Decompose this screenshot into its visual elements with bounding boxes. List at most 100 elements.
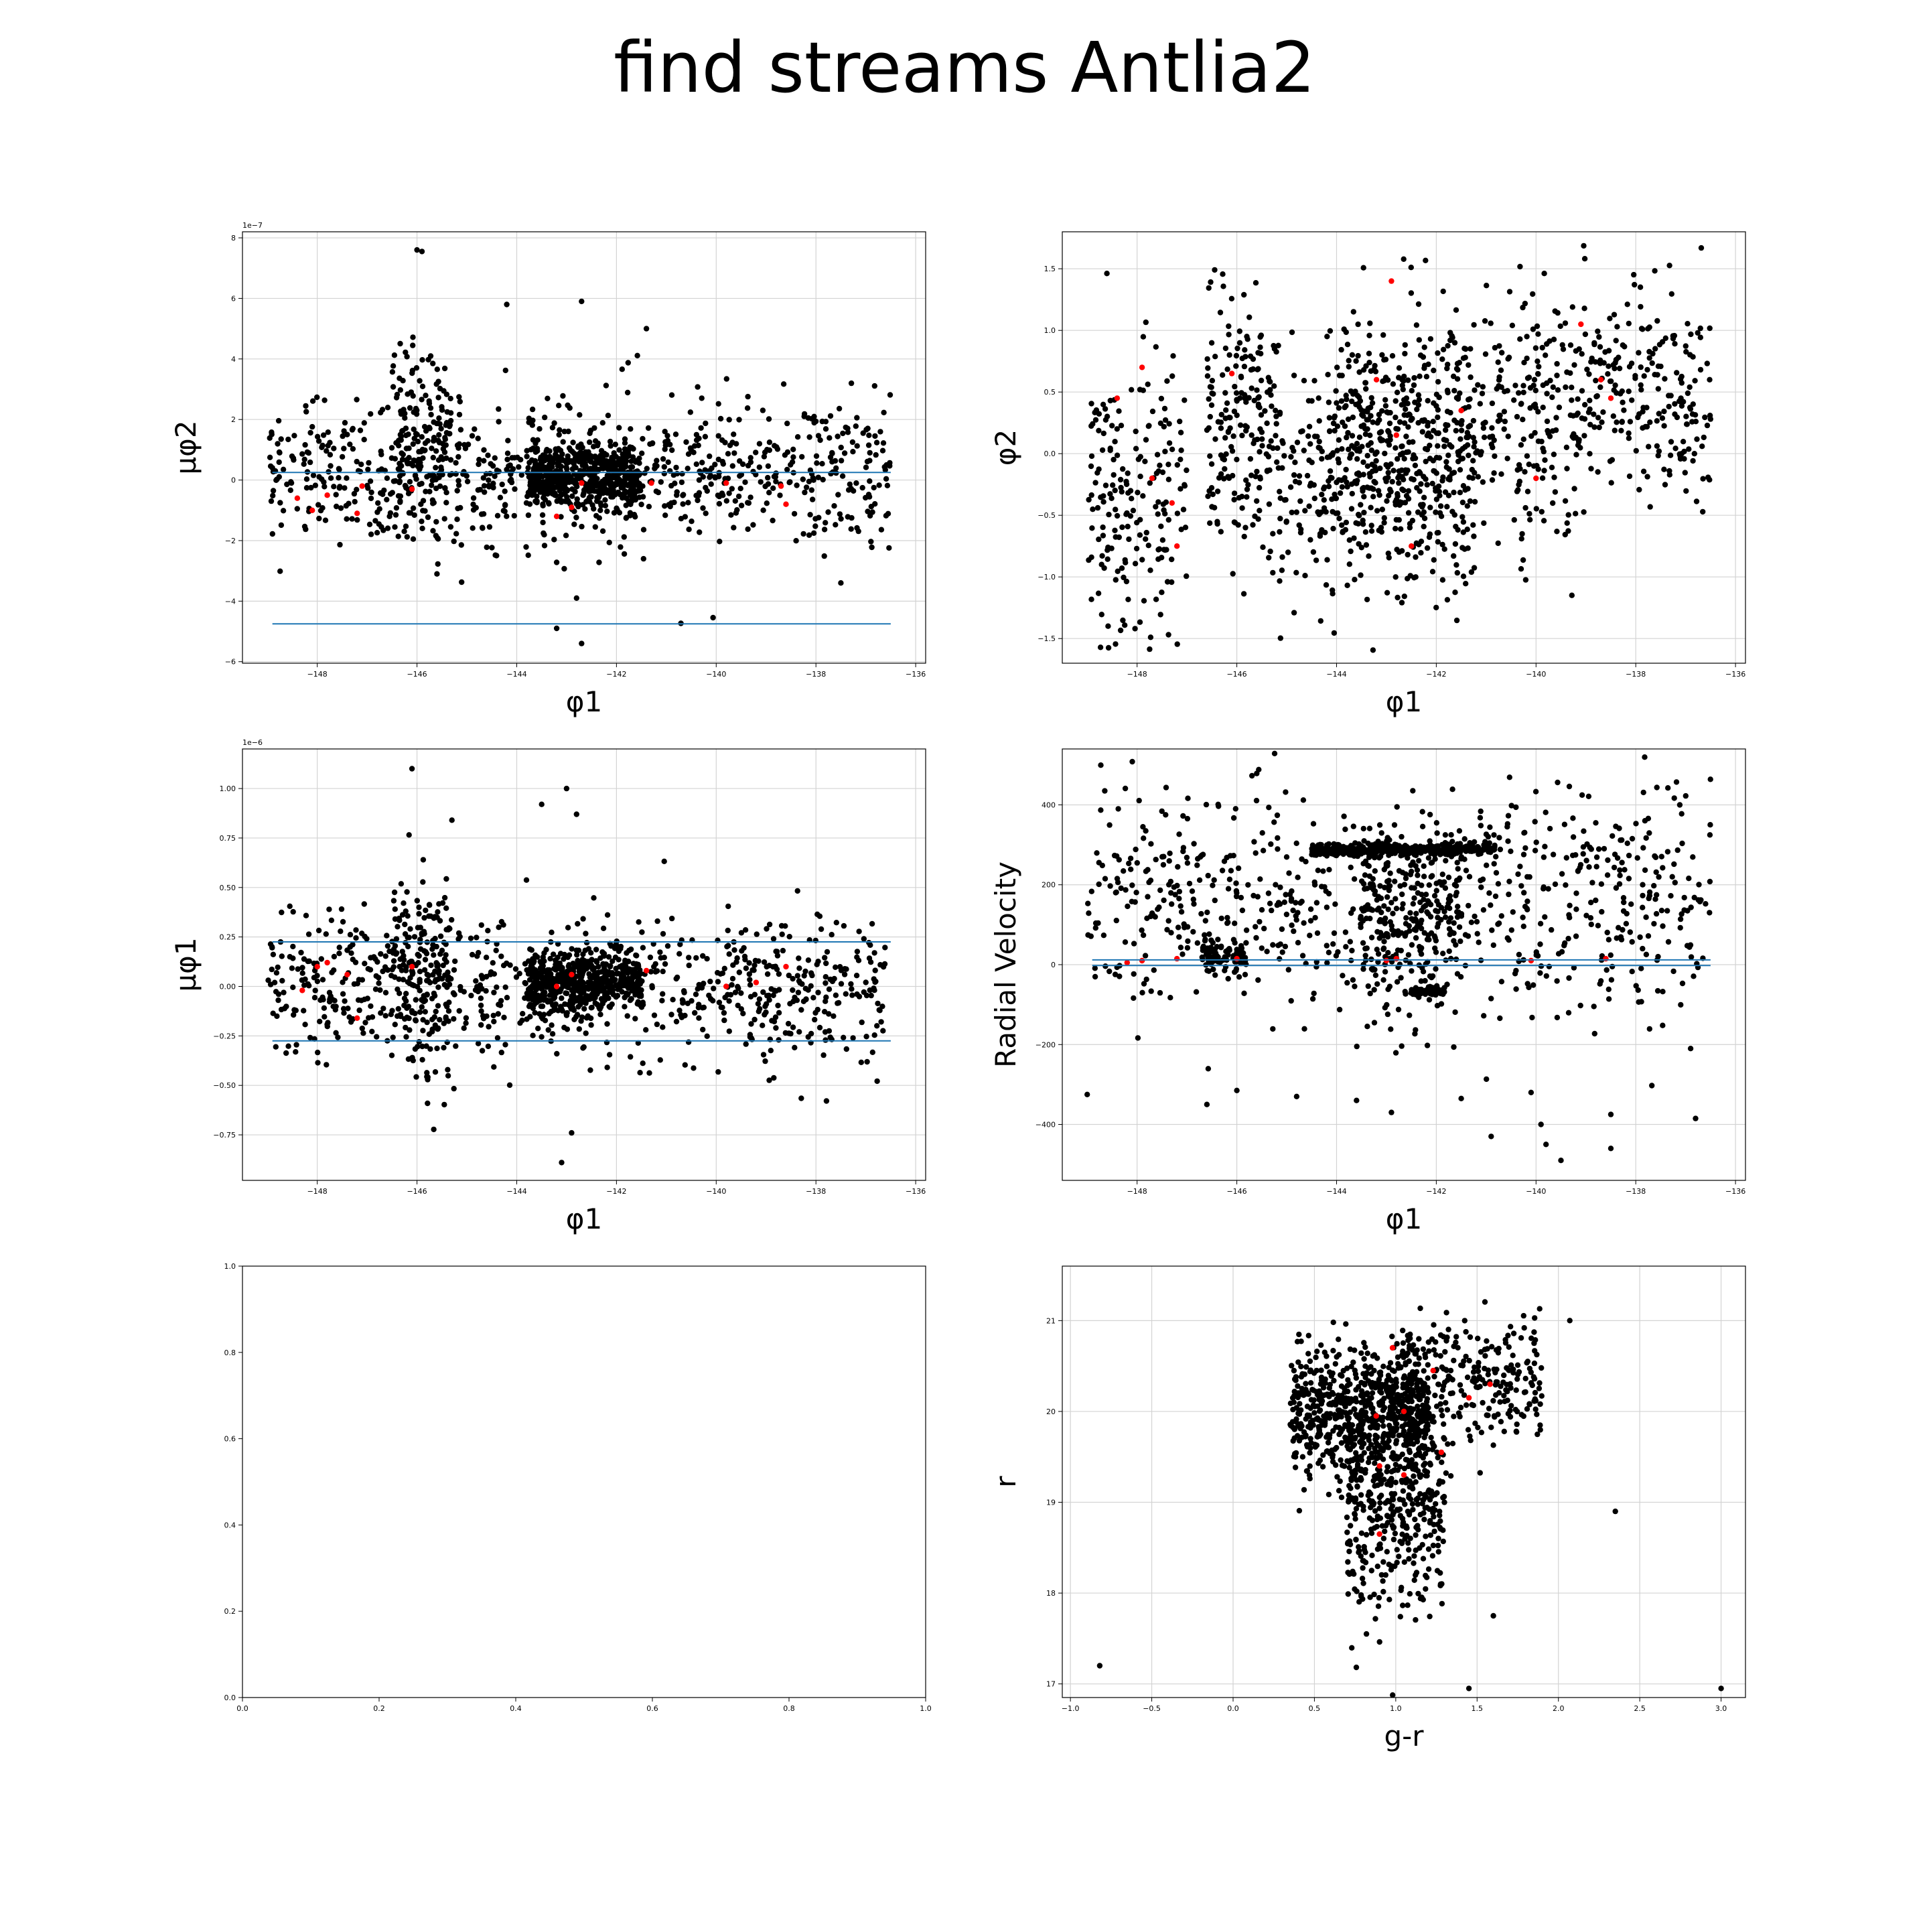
- star-point: [492, 456, 498, 461]
- star-point: [1366, 983, 1371, 989]
- star-point: [1549, 395, 1555, 400]
- star-point: [1540, 345, 1545, 350]
- star-point: [809, 487, 814, 492]
- star-point: [563, 533, 569, 538]
- star-point: [1242, 392, 1247, 397]
- star-point: [569, 946, 574, 951]
- star-point: [1497, 417, 1502, 423]
- star-point: [864, 993, 869, 998]
- star-point: [1421, 495, 1427, 500]
- star-point: [697, 468, 702, 474]
- star-point: [806, 987, 811, 993]
- star-point: [329, 918, 334, 923]
- star-point: [1461, 519, 1466, 525]
- star-point: [1414, 322, 1419, 328]
- star-point: [322, 397, 327, 403]
- star-point: [816, 433, 821, 438]
- star-point: [1146, 543, 1151, 548]
- star-point: [1387, 410, 1392, 415]
- star-point: [867, 987, 873, 993]
- star-point: [806, 957, 811, 963]
- star-point: [1478, 401, 1483, 407]
- star-point: [673, 431, 678, 437]
- star-point: [1152, 677, 1157, 682]
- star-point: [1654, 911, 1659, 916]
- star-point: [301, 462, 307, 467]
- star-point: [1520, 383, 1526, 389]
- star-point: [1409, 265, 1414, 270]
- star-point: [829, 932, 835, 937]
- star-point: [736, 417, 741, 422]
- star-point: [583, 1030, 589, 1036]
- star-point: [368, 496, 374, 501]
- star-point: [1348, 389, 1354, 394]
- star-point: [302, 1022, 307, 1027]
- star-point: [403, 425, 409, 431]
- star-point: [730, 463, 735, 468]
- star-point: [470, 952, 475, 957]
- star-point: [1454, 618, 1459, 623]
- star-point: [532, 498, 538, 504]
- star-point: [479, 986, 484, 991]
- star-point: [1541, 449, 1547, 454]
- star-point: [1457, 490, 1463, 495]
- star-point: [592, 982, 597, 987]
- star-point: [550, 425, 555, 430]
- star-point: [1343, 467, 1348, 472]
- star-point: [1101, 933, 1106, 938]
- star-point: [470, 433, 475, 438]
- star-point: [822, 1009, 827, 1014]
- star-point: [583, 499, 589, 504]
- star-point: [535, 1026, 541, 1031]
- star-point: [529, 947, 534, 953]
- star-point: [574, 985, 579, 990]
- star-point: [1376, 412, 1382, 417]
- star-point: [336, 951, 342, 956]
- star-point: [416, 911, 421, 916]
- star-point: [413, 406, 419, 411]
- star-point: [1336, 437, 1342, 443]
- star-point: [1366, 360, 1372, 365]
- star-point: [1521, 924, 1526, 929]
- member-point: [754, 979, 759, 985]
- star-point: [1147, 646, 1152, 652]
- star-point: [745, 463, 751, 468]
- star-point: [1154, 470, 1159, 476]
- star-point: [731, 947, 737, 953]
- star-point: [423, 489, 428, 494]
- star-point: [522, 961, 528, 967]
- star-point: [1551, 452, 1557, 457]
- star-point: [431, 952, 436, 957]
- star-point: [662, 512, 668, 518]
- star-point: [823, 980, 828, 985]
- star-point: [1446, 493, 1451, 498]
- star-point: [437, 1017, 442, 1022]
- star-point: [850, 439, 855, 445]
- star-point: [495, 1035, 500, 1040]
- star-point: [1309, 398, 1314, 403]
- star-point: [588, 1022, 593, 1028]
- star-point: [1461, 356, 1466, 361]
- star-point: [331, 445, 336, 451]
- star-point: [1507, 289, 1512, 294]
- star-point: [739, 948, 744, 953]
- star-point: [1366, 553, 1371, 559]
- star-point: [417, 1039, 422, 1044]
- star-point: [1441, 289, 1446, 294]
- star-point: [392, 525, 397, 530]
- star-point: [336, 475, 341, 480]
- star-point: [679, 471, 685, 476]
- star-point: [1233, 363, 1238, 368]
- star-point: [1376, 492, 1382, 498]
- star-point: [1239, 505, 1244, 510]
- star-point: [1614, 324, 1620, 330]
- star-point: [514, 974, 519, 979]
- star-point: [1132, 626, 1137, 631]
- star-point: [315, 1050, 320, 1055]
- star-point: [1607, 316, 1612, 321]
- star-point: [549, 491, 555, 496]
- star-point: [528, 959, 534, 965]
- star-point: [1676, 399, 1682, 404]
- star-point: [303, 409, 309, 414]
- star-point: [784, 421, 790, 426]
